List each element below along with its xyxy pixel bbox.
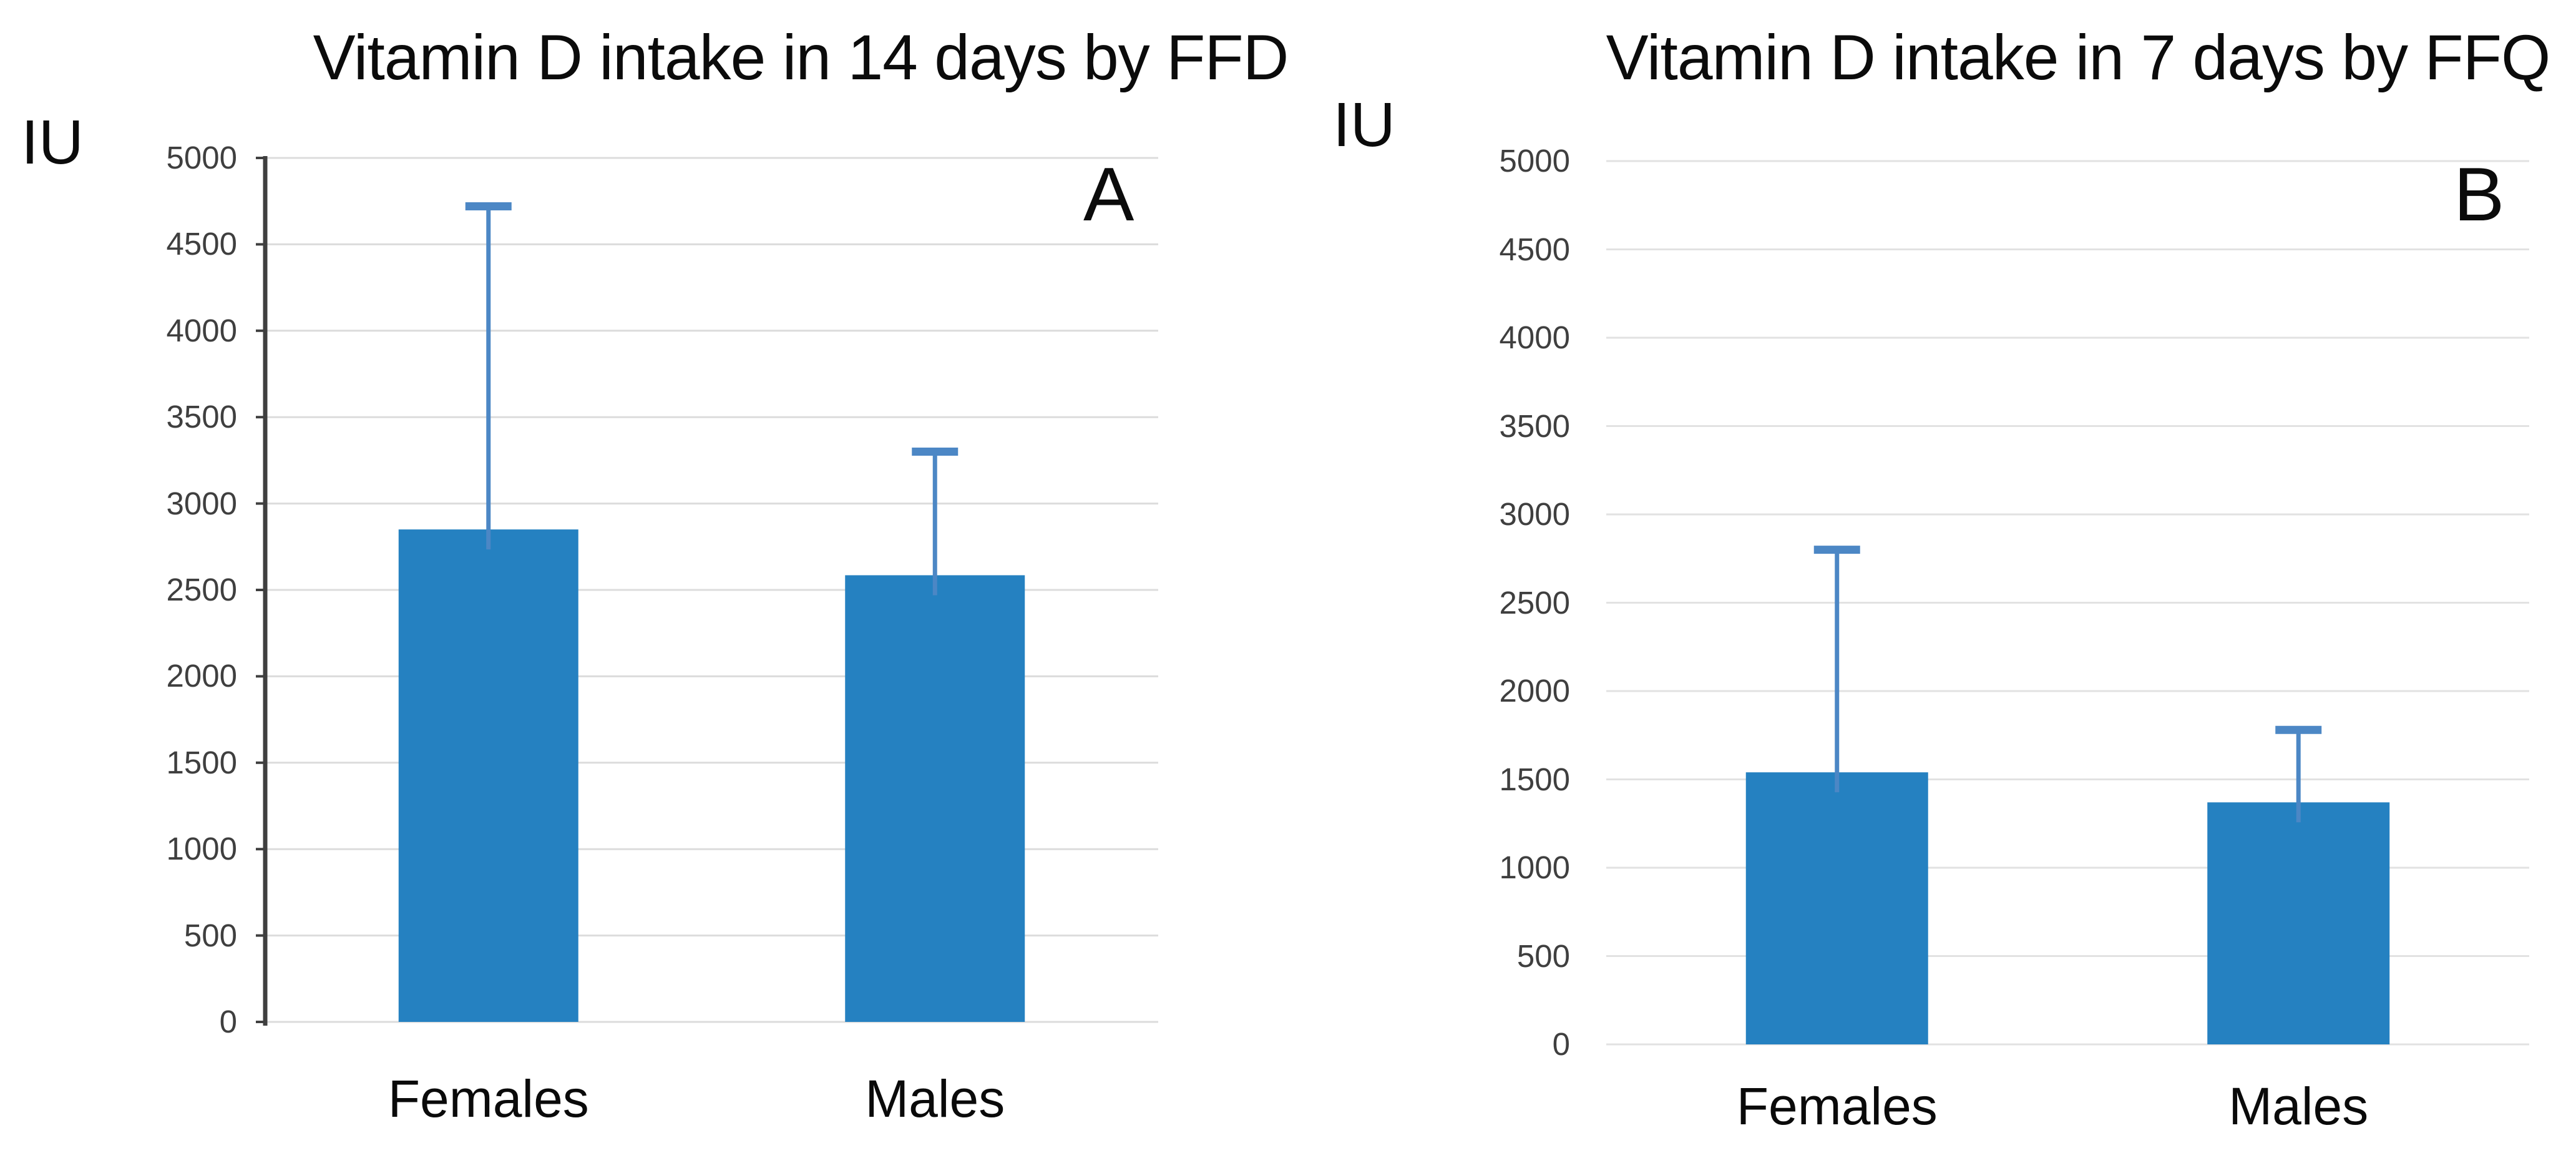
plot-area-b <box>1606 160 2529 1046</box>
chart-panel-b: Vitamin D intake in 7 days by FFQ IU B 5… <box>1288 0 2576 1158</box>
plot-area-a <box>256 156 1158 1026</box>
category-label-males-a: Males <box>865 1069 1005 1128</box>
chart-title-b: Vitamin D intake in 7 days by FFQ <box>1606 22 2551 93</box>
bar-females-b <box>1745 772 1928 1044</box>
panel-letter-a: A <box>1083 152 1134 237</box>
bar-females-a <box>398 529 578 1022</box>
y-axis-unit-label-a: IU <box>21 107 84 177</box>
category-label-females-b: Females <box>1736 1077 1938 1136</box>
chart-panel-a: Vitamin D intake in 14 days by FFD IU A … <box>21 22 1289 1128</box>
chart-title-a: Vitamin D intake in 14 days by FFD <box>313 22 1289 93</box>
category-label-males-b: Males <box>2228 1077 2369 1136</box>
category-label-females-a: Females <box>388 1069 589 1128</box>
bar-males-a <box>845 575 1025 1022</box>
y-axis-unit-label-b: IU <box>1333 90 1395 160</box>
panel-letter-b: B <box>2454 152 2505 237</box>
bar-males-b <box>2207 802 2390 1044</box>
